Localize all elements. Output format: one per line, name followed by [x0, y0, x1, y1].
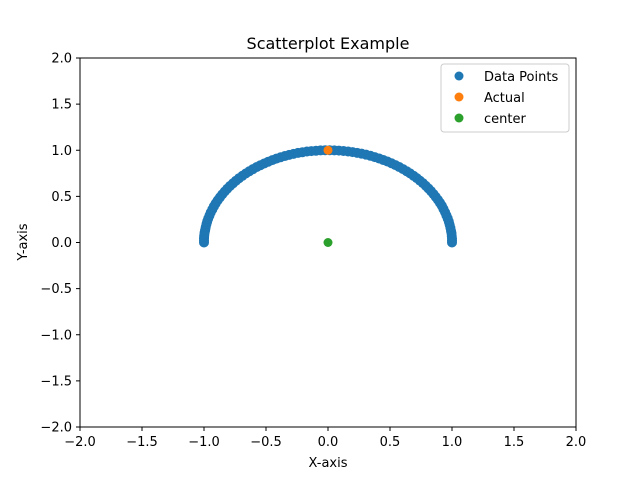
y-tick-label: 2.0 — [51, 52, 72, 67]
y-tick-label: −1.0 — [40, 328, 72, 343]
point-actual-0 — [323, 145, 333, 155]
legend-marker-actual — [454, 92, 464, 102]
y-ticks: −2.0 −1.5 −1.0 −0.5 0.0 0.5 1.0 1.5 2.0 — [40, 52, 80, 436]
point-data-points-91 — [447, 237, 457, 248]
y-tick-label: −1.5 — [40, 374, 72, 389]
x-ticks: −2.0 −1.5 −1.0 −0.5 0.0 0.5 1.0 1.5 2.0 — [64, 427, 586, 450]
points-layer — [199, 145, 457, 248]
x-tick-label: −1.5 — [126, 435, 158, 450]
y-tick-label: 0.5 — [51, 190, 72, 205]
x-tick-label: −0.5 — [250, 435, 282, 450]
legend-label-actual: Actual — [484, 91, 525, 106]
chart-title: Scatterplot Example — [247, 34, 410, 53]
x-tick-label: 1.5 — [504, 435, 525, 450]
legend-frame — [440, 63, 570, 133]
x-tick-label: −1.0 — [188, 435, 220, 450]
legend-marker-center — [454, 113, 464, 123]
y-tick-label: −0.5 — [40, 282, 72, 297]
y-tick-label: 0.0 — [51, 236, 72, 251]
legend-label-center: center — [484, 112, 526, 127]
point-center-0 — [323, 238, 333, 247]
x-tick-label: 0.0 — [318, 435, 339, 450]
x-tick-label: 0.5 — [380, 435, 401, 450]
legend-marker-data-points — [454, 71, 464, 81]
y-tick-label: −2.0 — [40, 421, 72, 436]
x-tick-label: 1.0 — [442, 435, 463, 450]
x-tick-label: −2.0 — [64, 435, 96, 450]
y-tick-label: 1.0 — [51, 144, 72, 159]
x-axis-label: X-axis — [309, 456, 348, 471]
legend: Data Points Actual center — [440, 63, 570, 133]
y-tick-label: 1.5 — [51, 98, 72, 113]
y-axis-label: Y-axis — [16, 223, 31, 261]
x-tick-label: 2.0 — [566, 435, 587, 450]
legend-label-data-points: Data Points — [484, 70, 558, 85]
